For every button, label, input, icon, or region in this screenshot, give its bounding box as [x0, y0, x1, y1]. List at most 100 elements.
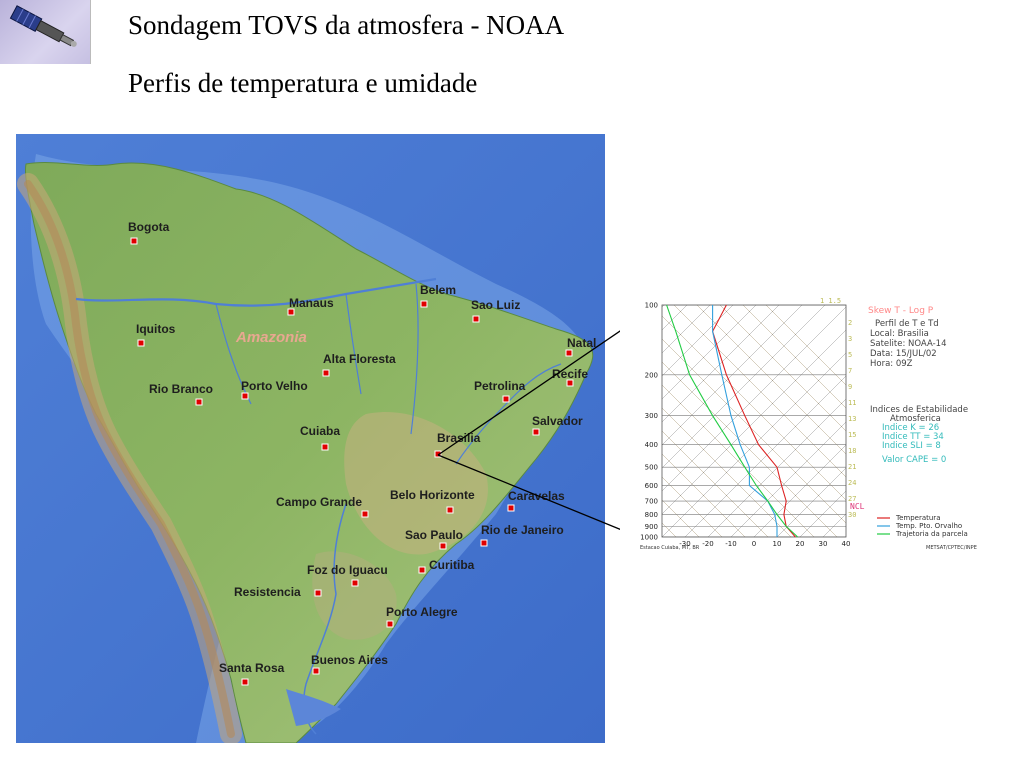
mixing-ratio-label: 2	[848, 319, 852, 327]
city-dot	[507, 504, 515, 512]
dewpoint-profile	[712, 305, 778, 537]
valor-cape: Valor CAPE = 0	[882, 455, 946, 465]
isotherm-line	[662, 305, 826, 469]
city-dot	[241, 392, 249, 400]
indice-tt: Indice TT = 34	[882, 432, 944, 442]
mixing-ratio-label: 18	[848, 447, 856, 455]
parcel-trajectory	[666, 304, 799, 538]
city-label: Porto Velho	[241, 379, 308, 393]
dry-adiabat-line	[662, 407, 792, 537]
dry-adiabat-line	[662, 315, 846, 501]
isotherm-line	[662, 305, 734, 377]
satellite-logo	[0, 0, 91, 64]
region-label-amazonia: Amazonia	[235, 329, 307, 346]
city-label: Curitiba	[429, 558, 475, 572]
dry-adiabat-line	[662, 453, 746, 537]
city-marker-rio-branco: Rio Branco	[149, 382, 213, 406]
legend-label: Temp. Pto. Orvalho	[895, 522, 962, 530]
city-label: Cuiaba	[300, 424, 340, 438]
pressure-tick-label: 300	[645, 412, 658, 420]
city-label: Resistencia	[234, 585, 301, 599]
mixing-ratio-top: 1 1.5	[820, 297, 841, 305]
south-america-map: Amazonia Bogota Manaus Belem Sao Luiz Iquito…	[16, 134, 605, 743]
city-label: Caravelas	[508, 489, 565, 503]
city-label: Belo Horizonte	[390, 488, 475, 502]
city-dot	[472, 315, 480, 323]
temp-tick-label: 30	[819, 540, 828, 548]
city-dot	[420, 300, 428, 308]
dry-adiabat-line	[765, 305, 846, 386]
isotherm-line	[662, 305, 757, 400]
plot-frame	[661, 304, 847, 538]
mixing-ratio-label: 7	[848, 367, 852, 375]
isotherm-line	[684, 375, 846, 537]
city-label: Salvador	[532, 414, 583, 428]
indices-subtitle: Atmosferica	[890, 414, 941, 424]
city-label: Manaus	[289, 296, 334, 310]
source-left: Estacao Cuiaba, MT, BR	[640, 545, 700, 551]
source-right: METSAT/CPTEC/INPE	[926, 545, 977, 551]
pressure-tick-label: 900	[645, 523, 658, 531]
dry-adiabat-line	[662, 430, 769, 537]
city-dot	[137, 339, 145, 347]
isotherm-line	[662, 305, 711, 354]
city-label: Buenos Aires	[311, 653, 388, 667]
city-dot	[434, 450, 442, 458]
indices-title: Indices de Estabilidade	[870, 405, 968, 415]
isotherm-line	[662, 305, 780, 423]
isotherm-line	[662, 306, 846, 492]
dry-adiabat-line	[673, 305, 846, 478]
city-label: Bogota	[128, 220, 170, 234]
skewt-title: Skew T - Log P	[868, 306, 934, 316]
city-marker-alta-floresta: Alta Floresta	[322, 352, 396, 377]
mixing-ratio-label: 30	[848, 511, 856, 519]
pressure-tick-label: 700	[645, 498, 658, 506]
pressure-tick-label: 200	[645, 371, 658, 379]
isotherm-line	[662, 329, 846, 515]
city-marker-foz-do-iguacu: Foz do Iguacu	[307, 563, 388, 587]
city-dot	[241, 678, 249, 686]
city-dot	[130, 237, 138, 245]
isotherm-line	[662, 352, 846, 537]
city-dot	[195, 398, 203, 406]
city-label: Porto Alegre	[386, 605, 458, 619]
city-marker-iquitos: Iquitos	[136, 322, 176, 347]
city-dot	[502, 395, 510, 403]
city-label: Campo Grande	[276, 495, 362, 509]
temp-tick-label: -20	[702, 540, 713, 548]
city-dot	[351, 579, 359, 587]
skewt-logp-chart: 100 200 300 400 500 600 700 800 900 1000 -30 -20 -10…	[620, 295, 1000, 567]
city-dot	[322, 369, 330, 377]
city-label: Rio Branco	[149, 382, 213, 396]
dry-adiabat-line	[696, 305, 846, 455]
temp-tick-label: 10	[773, 540, 782, 548]
city-label: Rio de Janeiro	[481, 523, 564, 537]
city-marker-buenos-aires: Buenos Aires	[311, 653, 388, 675]
city-label: Natal	[567, 336, 596, 350]
city-label: Foz do Iguacu	[307, 563, 388, 577]
city-marker-manaus: Manaus	[287, 296, 334, 316]
dry-adiabat-line	[719, 305, 846, 432]
mixing-ratio-label: 24	[848, 479, 856, 487]
isotherm-line	[662, 305, 803, 446]
pressure-tick-label: 400	[645, 441, 658, 449]
temp-tick-label: 40	[842, 540, 851, 548]
mixing-ratio-label: 15	[848, 431, 856, 439]
page-subtitle: Perfis de temperatura e umidade	[128, 68, 478, 98]
pressure-tick-label: 800	[645, 511, 658, 519]
city-marker-santa-rosa: Santa Rosa	[219, 661, 285, 686]
city-dot	[314, 589, 322, 597]
city-marker-cuiaba: Cuiaba	[300, 424, 340, 451]
dry-adiabat-line	[662, 384, 815, 537]
city-dot	[386, 620, 394, 628]
mixing-ratio-label: 9	[848, 383, 852, 391]
city-label: Brasilia	[437, 431, 481, 445]
isotherm-line	[799, 490, 846, 537]
city-marker-porto-alegre: Porto Alegre	[386, 605, 458, 628]
temperature-profile	[712, 304, 796, 538]
temp-tick-label: 0	[752, 540, 756, 548]
dry-adiabat-line	[742, 305, 846, 409]
dry-adiabat-line	[662, 476, 723, 537]
isotherm-line	[753, 444, 846, 537]
mixing-ratio-label: 5	[848, 351, 852, 359]
